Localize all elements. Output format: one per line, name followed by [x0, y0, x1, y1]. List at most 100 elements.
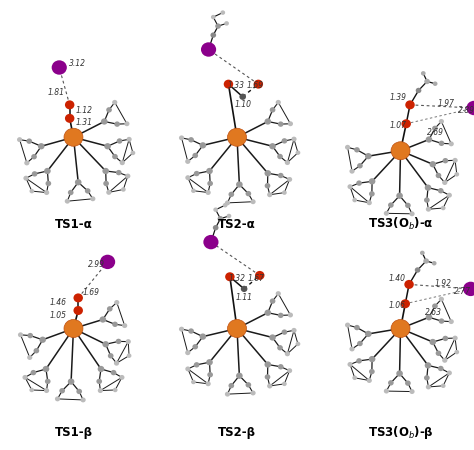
Circle shape [438, 188, 444, 194]
Text: 1.06: 1.06 [389, 301, 406, 310]
Circle shape [81, 397, 86, 402]
Circle shape [191, 189, 196, 193]
Circle shape [369, 178, 375, 184]
Circle shape [127, 353, 131, 358]
Circle shape [122, 323, 127, 328]
Text: 2.89: 2.89 [458, 106, 474, 115]
Circle shape [278, 173, 283, 178]
Circle shape [356, 358, 362, 364]
Circle shape [85, 188, 91, 194]
Circle shape [246, 382, 251, 387]
Text: 2.69: 2.69 [427, 128, 444, 137]
Circle shape [255, 271, 264, 280]
Circle shape [188, 328, 194, 334]
Circle shape [201, 42, 216, 57]
Circle shape [112, 100, 118, 105]
Text: 1.69: 1.69 [83, 288, 100, 297]
Circle shape [276, 100, 281, 105]
Circle shape [98, 388, 103, 393]
Circle shape [45, 379, 51, 384]
Circle shape [192, 344, 198, 350]
Circle shape [224, 80, 233, 89]
Circle shape [288, 312, 293, 317]
Circle shape [278, 364, 283, 369]
Circle shape [185, 366, 191, 371]
Circle shape [236, 373, 243, 379]
Circle shape [367, 200, 372, 205]
Circle shape [424, 79, 430, 84]
Circle shape [349, 346, 355, 351]
Circle shape [345, 323, 350, 328]
Circle shape [203, 235, 219, 249]
Circle shape [426, 314, 432, 320]
Circle shape [250, 391, 255, 396]
Circle shape [213, 225, 219, 230]
Circle shape [264, 118, 271, 125]
Circle shape [384, 389, 389, 394]
Circle shape [401, 119, 411, 128]
Circle shape [90, 196, 95, 201]
Circle shape [100, 316, 106, 323]
Text: 2.77: 2.77 [454, 287, 471, 296]
Circle shape [282, 190, 287, 195]
Circle shape [285, 351, 290, 356]
Text: 2.63: 2.63 [425, 308, 442, 317]
Circle shape [31, 154, 37, 159]
Circle shape [179, 327, 184, 332]
Circle shape [453, 158, 458, 163]
Circle shape [442, 180, 447, 185]
Circle shape [276, 291, 281, 296]
Circle shape [447, 370, 452, 375]
Circle shape [287, 368, 292, 373]
Circle shape [65, 100, 74, 109]
Circle shape [296, 342, 301, 346]
Circle shape [223, 203, 228, 207]
Circle shape [416, 88, 421, 93]
Circle shape [455, 172, 459, 176]
Circle shape [250, 199, 255, 204]
Circle shape [429, 339, 436, 345]
Text: 1.32: 1.32 [228, 274, 246, 283]
Circle shape [220, 10, 225, 15]
Circle shape [239, 94, 246, 100]
Circle shape [365, 331, 372, 337]
Circle shape [443, 336, 448, 341]
Circle shape [103, 181, 109, 186]
Circle shape [267, 383, 273, 388]
Circle shape [206, 190, 211, 195]
Circle shape [44, 168, 51, 174]
Circle shape [384, 211, 389, 216]
Circle shape [228, 192, 234, 197]
Text: 1.39: 1.39 [390, 93, 407, 102]
Circle shape [185, 159, 191, 164]
Circle shape [288, 121, 293, 126]
Circle shape [269, 334, 276, 341]
Circle shape [206, 359, 213, 365]
Text: 1.07: 1.07 [390, 121, 407, 130]
Text: TS2-α: TS2-α [218, 218, 256, 230]
Circle shape [357, 163, 363, 168]
Circle shape [73, 293, 83, 302]
Circle shape [405, 380, 411, 386]
Text: TS1-α: TS1-α [55, 218, 92, 230]
Circle shape [30, 370, 36, 375]
Circle shape [432, 303, 438, 309]
Circle shape [396, 193, 403, 199]
Text: 1.67: 1.67 [247, 274, 264, 283]
Circle shape [356, 180, 362, 186]
Text: 1.81: 1.81 [47, 88, 64, 97]
Circle shape [119, 375, 125, 380]
Circle shape [405, 100, 415, 109]
Circle shape [438, 318, 444, 324]
Circle shape [194, 171, 200, 176]
Circle shape [192, 153, 198, 158]
Circle shape [125, 174, 130, 179]
Circle shape [369, 369, 375, 374]
Circle shape [211, 15, 216, 19]
Circle shape [185, 175, 191, 180]
Circle shape [98, 366, 104, 372]
Circle shape [396, 370, 403, 377]
Circle shape [124, 121, 129, 126]
Circle shape [439, 119, 444, 124]
Circle shape [34, 348, 39, 353]
